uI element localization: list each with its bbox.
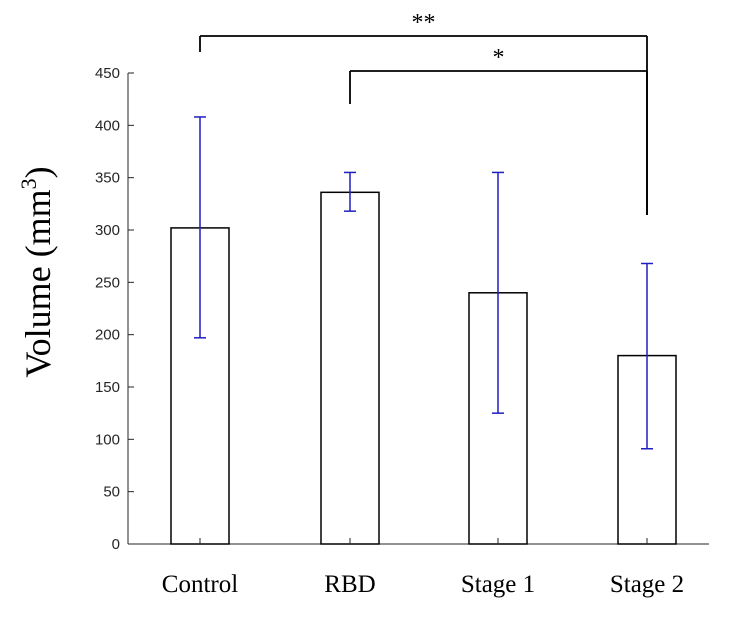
y-tick-label: 350 xyxy=(95,170,120,187)
y-tick-label: 100 xyxy=(95,431,120,448)
y-tick-label: 400 xyxy=(95,117,120,134)
y-axis-label-superscript: 3 xyxy=(16,178,41,189)
x-tick-label: Control xyxy=(162,571,238,598)
x-tick-label: Stage 1 xyxy=(461,571,535,598)
y-tick-label: 300 xyxy=(95,222,120,239)
significance-label: ** xyxy=(412,10,436,36)
y-tick-label: 150 xyxy=(95,379,120,396)
y-tick-label: 200 xyxy=(95,327,120,344)
y-tick-label: 250 xyxy=(95,274,120,291)
x-tick-label: RBD xyxy=(324,571,375,598)
y-axis-label: Volume (mm3) xyxy=(16,166,58,377)
bar xyxy=(320,191,380,545)
significance-label: * xyxy=(493,45,505,71)
y-tick-label: 0 xyxy=(112,536,120,553)
y-tick-label: 50 xyxy=(103,484,120,501)
x-tick-label: Stage 2 xyxy=(610,571,684,598)
y-tick-label: 450 xyxy=(95,65,120,82)
y-axis-label-close: ) xyxy=(18,166,58,178)
